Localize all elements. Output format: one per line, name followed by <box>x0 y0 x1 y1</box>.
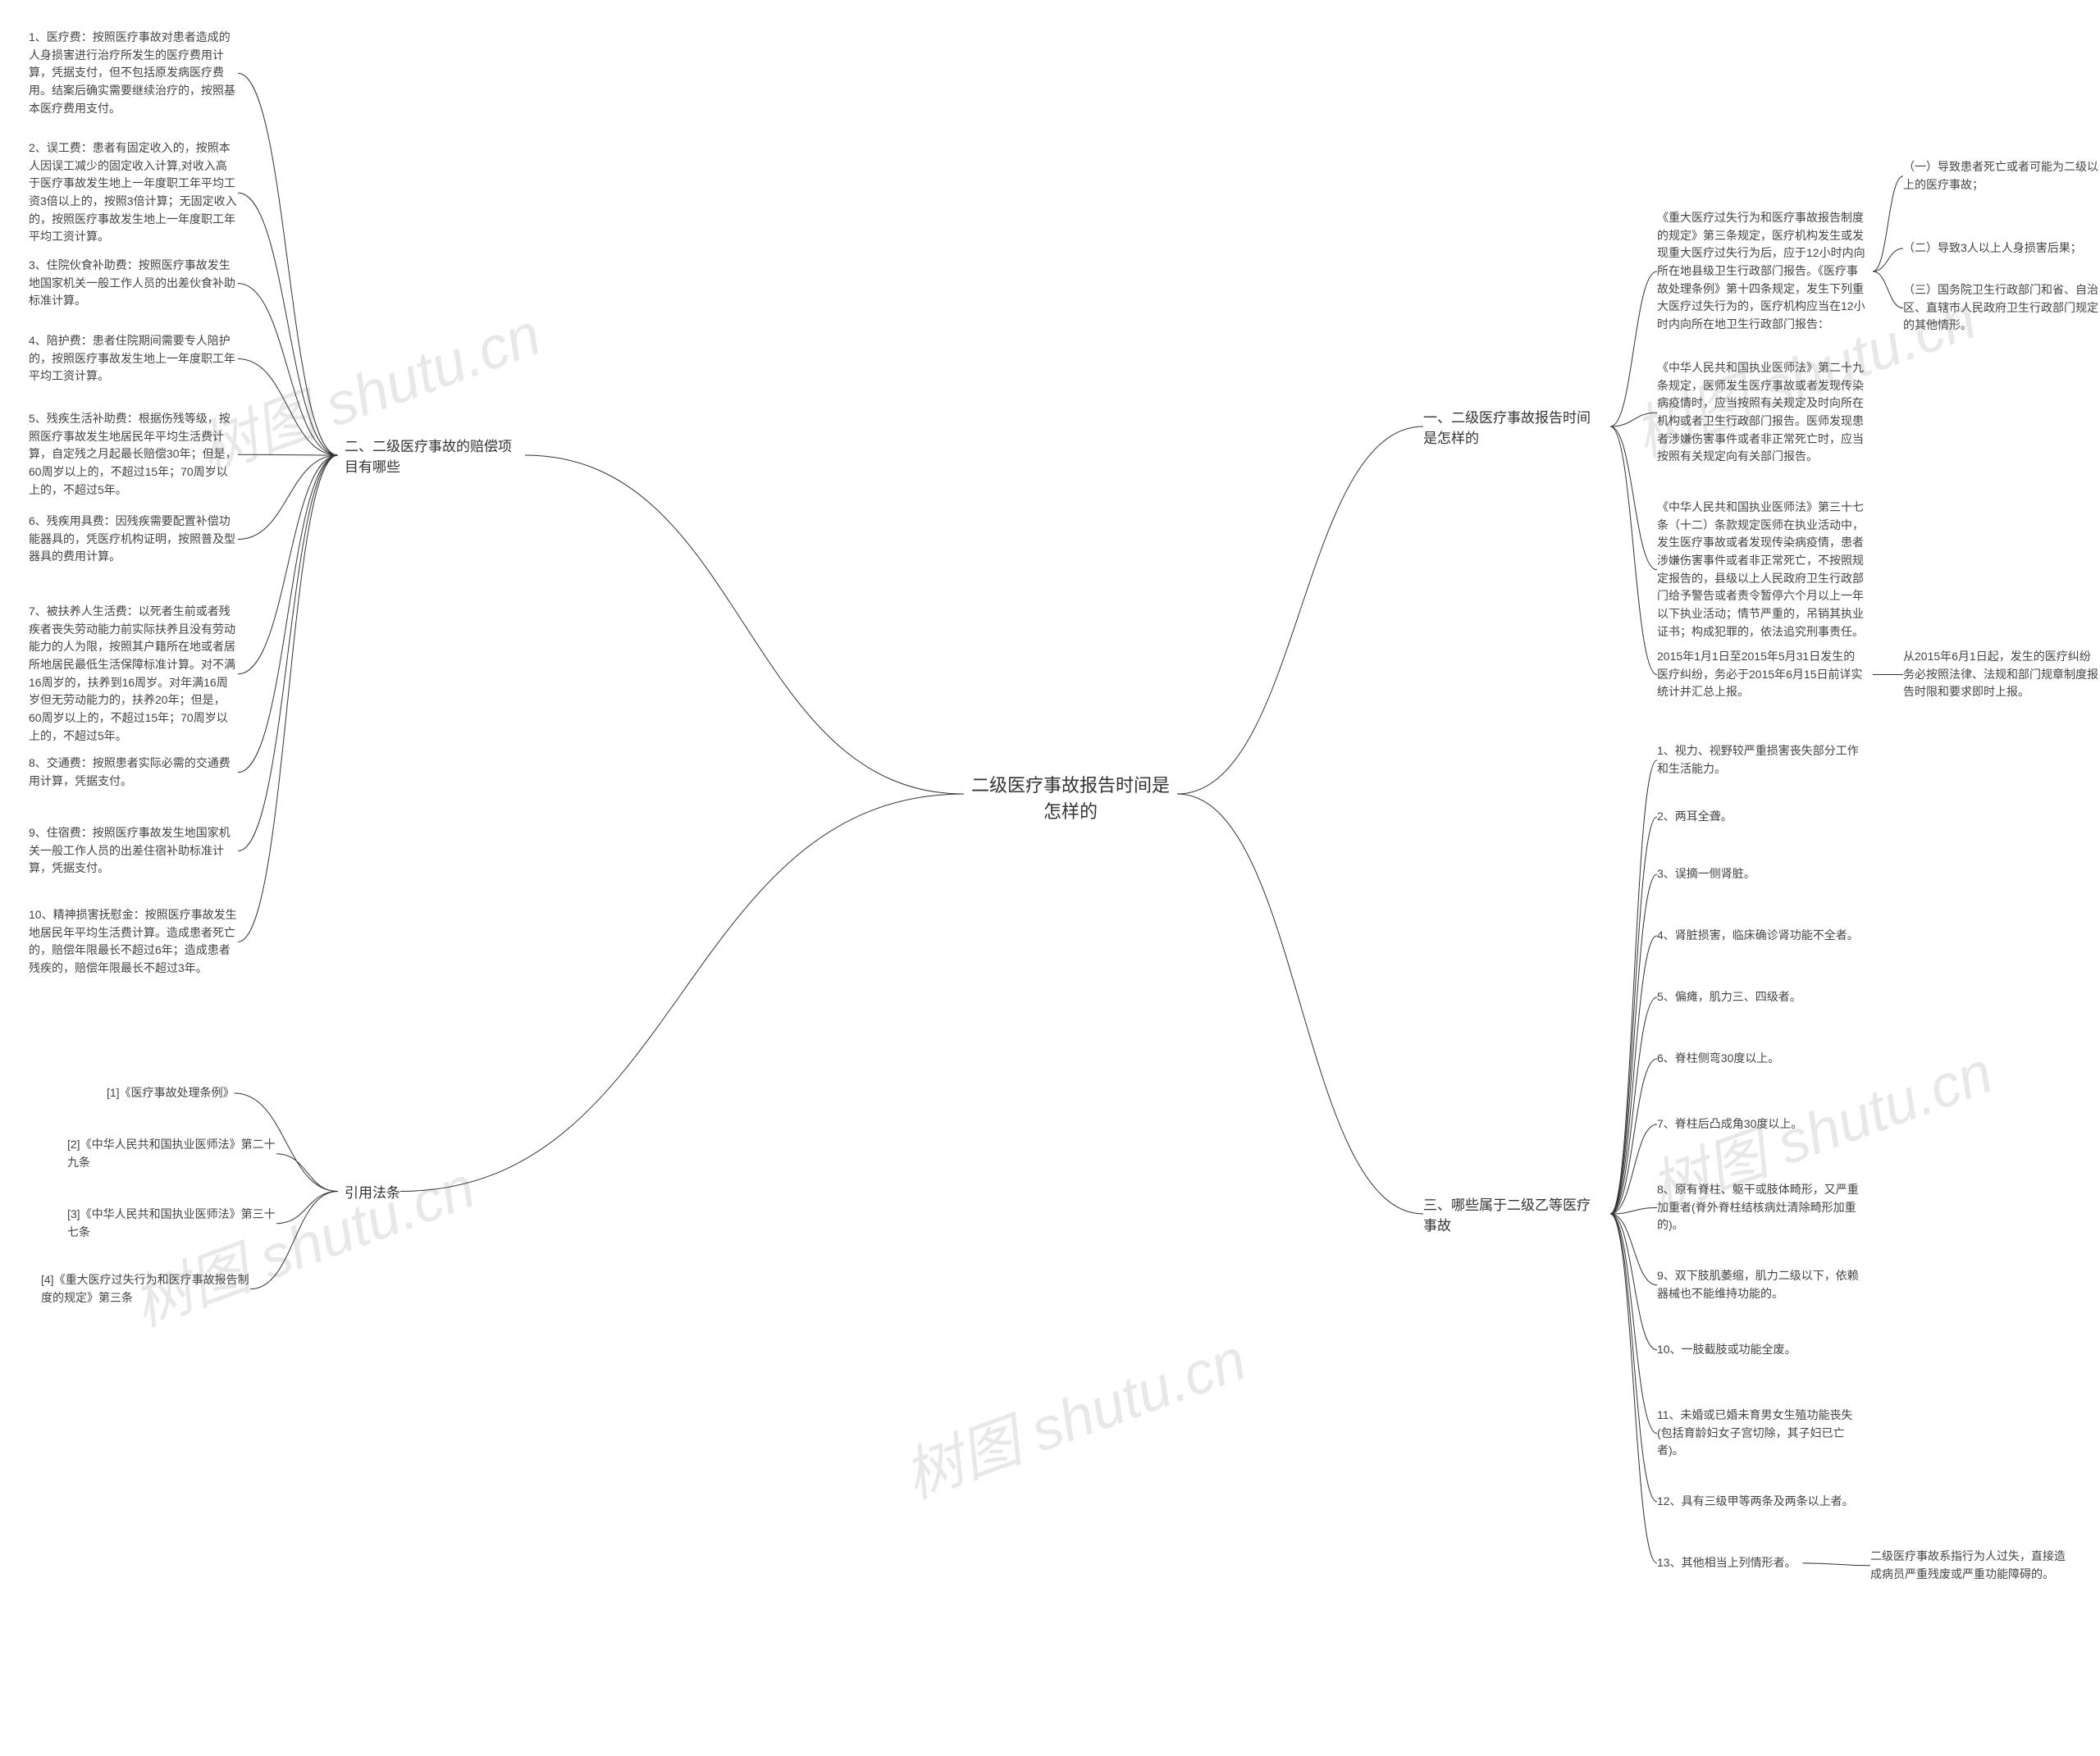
leaf-b4c3: [3]《中华人民共和国执业医师法》第三十七条 <box>67 1206 276 1241</box>
leaf-b2c2: 2、误工费：患者有固定收入的，按照本人因误工减少的固定收入计算,对收入高于医疗事… <box>29 139 238 246</box>
branch-b3: 三、哪些属于二级乙等医疗事故 <box>1423 1193 1604 1234</box>
leaf-b3c6: 6、脊柱侧弯30度以上。 <box>1657 1050 1779 1068</box>
leaf-b3c3: 3、误摘一侧肾脏。 <box>1657 865 1755 883</box>
branch-b4: 引用法条 <box>345 1181 400 1202</box>
leaf-b1c1: 《重大医疗过失行为和医疗事故报告制度的规定》第三条规定，医疗机构发生或发现重大医… <box>1657 209 1866 334</box>
leaf-b2c7: 7、被扶养人生活费：以死者生前或者残疾者丧失劳动能力前实际扶养且没有劳动能力的人… <box>29 603 238 746</box>
leaf-b3c7: 7、脊柱后凸成角30度以上。 <box>1657 1115 1802 1133</box>
leaf-b2c3: 3、住院伙食补助费：按照医疗事故发生地国家机关一般工作人员的出差伙食补助标准计算… <box>29 257 238 310</box>
leaf-b3c8: 8、原有脊柱、躯干或肢体畸形，又严重加重者(脊外脊柱结核病灶清除畸形加重的)。 <box>1657 1181 1866 1234</box>
leaf-b3c13: 13、其他相当上列情形者。 <box>1657 1554 1796 1572</box>
leaf-b3c10: 10、一肢截肢或功能全废。 <box>1657 1341 1796 1359</box>
leaf-b1c4: 2015年1月1日至2015年5月31日发生的医疗纠纷，务必于2015年6月15… <box>1657 648 1866 701</box>
leaf-b2c8: 8、交通费：按照患者实际必需的交通费用计算，凭据支付。 <box>29 755 238 790</box>
branch-b1: 一、二级医疗事故报告时间是怎样的 <box>1423 406 1604 447</box>
watermark: 树图 shutu.cn <box>890 1311 1256 1515</box>
leaf-b3c13a: 二级医疗事故系指行为人过失，直接造成病员严重残废或严重功能障碍的。 <box>1870 1548 2067 1583</box>
leaf-b2c5: 5、残疾生活补助费：根据伤残等级，按照医疗事故发生地居民年平均生活费计算，自定残… <box>29 410 238 499</box>
leaf-b4c4: [4]《重大医疗过失行为和医疗事故报告制度的规定》第三条 <box>41 1271 250 1307</box>
leaf-b3c9: 9、双下肢肌萎缩，肌力二级以下，依赖器械也不能维持功能的。 <box>1657 1267 1866 1302</box>
center-node: 二级医疗事故报告时间是怎样的 <box>964 771 1177 823</box>
leaf-b4c2: [2]《中华人民共和国执业医师法》第二十九条 <box>67 1136 276 1171</box>
leaf-b1c4a: 从2015年6月1日起，发生的医疗纠纷务必按照法律、法规和部门规章制度报告时限和… <box>1903 648 2100 701</box>
leaf-b2c10: 10、精神损害抚慰金：按照医疗事故发生地居民年平均生活费计算。造成患者死亡的，赔… <box>29 906 238 978</box>
leaf-b3c12: 12、具有三级甲等两条及两条以上者。 <box>1657 1493 1854 1511</box>
leaf-b1c2: 《中华人民共和国执业医师法》第二十九条规定，医师发生医疗事故或者发现传染病疫情时… <box>1657 359 1866 466</box>
leaf-b2c1: 1、医疗费：按照医疗事故对患者造成的人身损害进行治疗所发生的医疗费用计算，凭据支… <box>29 29 238 117</box>
leaf-b2c4: 4、陪护费：患者住院期间需要专人陪护的，按照医疗事故发生地上一年度职工年平均工资… <box>29 332 238 385</box>
branch-b2: 二、二级医疗事故的赔偿项目有哪些 <box>345 435 525 476</box>
leaf-b2c6: 6、残疾用具费：因残疾需要配置补偿功能器具的，凭医疗机构证明，按照普及型器具的费… <box>29 513 238 566</box>
leaf-b1c1b: （二）导致3人以上人身损害后果； <box>1903 239 2082 258</box>
leaf-b3c2: 2、两耳全聋。 <box>1657 808 1732 826</box>
leaf-b3c4: 4、肾脏损害，临床确诊肾功能不全者。 <box>1657 927 1859 945</box>
leaf-b1c1a: （一）导致患者死亡或者可能为二级以上的医疗事故； <box>1903 158 2100 194</box>
leaf-b4c1: [1]《医疗事故处理条例》 <box>107 1084 235 1102</box>
leaf-b3c5: 5、偏瘫，肌力三、四级者。 <box>1657 988 1801 1006</box>
leaf-b1c1c: （三）国务院卫生行政部门和省、自治区、直辖市人民政府卫生行政部门规定的其他情形。 <box>1903 281 2100 335</box>
leaf-b1c3: 《中华人民共和国执业医师法》第三十七条（十二）条款规定医师在执业活动中，发生医疗… <box>1657 499 1866 641</box>
leaf-b3c11: 11、未婚或已婚未育男女生殖功能丧失(包括育龄妇女子宫切除，其子妇已亡者)。 <box>1657 1407 1866 1460</box>
leaf-b3c1: 1、视力、视野较严重损害丧失部分工作和生活能力。 <box>1657 742 1866 778</box>
leaf-b2c9: 9、住宿费：按照医疗事故发生地国家机关一般工作人员的出差住宿补助标准计算，凭据支… <box>29 824 238 878</box>
